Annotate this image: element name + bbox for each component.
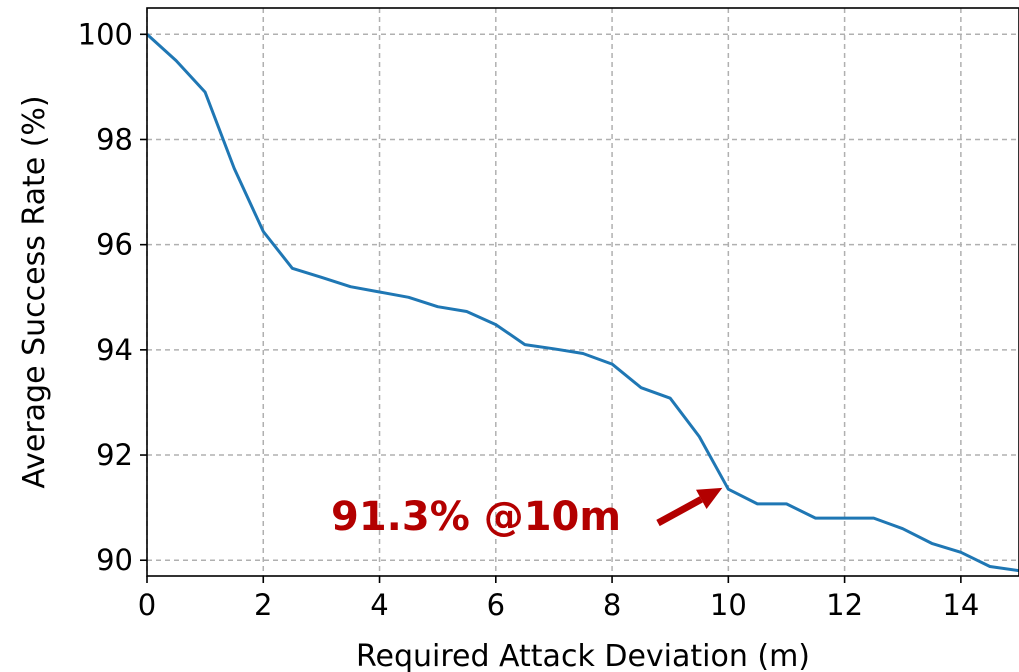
axis-ticks: 0 2 4 6 8 10 12 14 90 92 94 96 98 100	[78, 17, 980, 622]
x-tick-label: 2	[254, 588, 272, 622]
plot-area-frame	[146, 7, 1019, 577]
y-tick-label: 92	[96, 438, 133, 472]
annotation-group: 91.3% @10m	[331, 487, 723, 540]
y-tick-label: 96	[96, 228, 133, 262]
x-tick-label: 14	[942, 588, 979, 622]
grid-lines	[146, 8, 1019, 576]
annotation-label: 91.3% @10m	[331, 494, 621, 540]
series-layer	[145, 33, 1019, 573]
y-tick-label: 100	[78, 17, 133, 51]
x-axis-title: Required Attack Deviation (m)	[356, 639, 810, 672]
y-axis-title: Average Success Rate (%)	[17, 95, 52, 488]
y-tick-label: 94	[96, 333, 133, 367]
x-tick-label: 0	[138, 588, 156, 622]
y-tick-label: 98	[96, 122, 133, 156]
x-tick-label: 6	[487, 588, 505, 622]
x-tick-label: 12	[826, 588, 863, 622]
x-tick-label: 10	[710, 588, 747, 622]
x-tick-label: 4	[370, 588, 388, 622]
y-tick-label: 90	[96, 543, 133, 577]
x-tick-label: 8	[603, 588, 621, 622]
series-line	[145, 33, 1019, 573]
annotation-arrow-shaft	[656, 496, 703, 527]
annotation-arrow-head	[695, 487, 723, 510]
